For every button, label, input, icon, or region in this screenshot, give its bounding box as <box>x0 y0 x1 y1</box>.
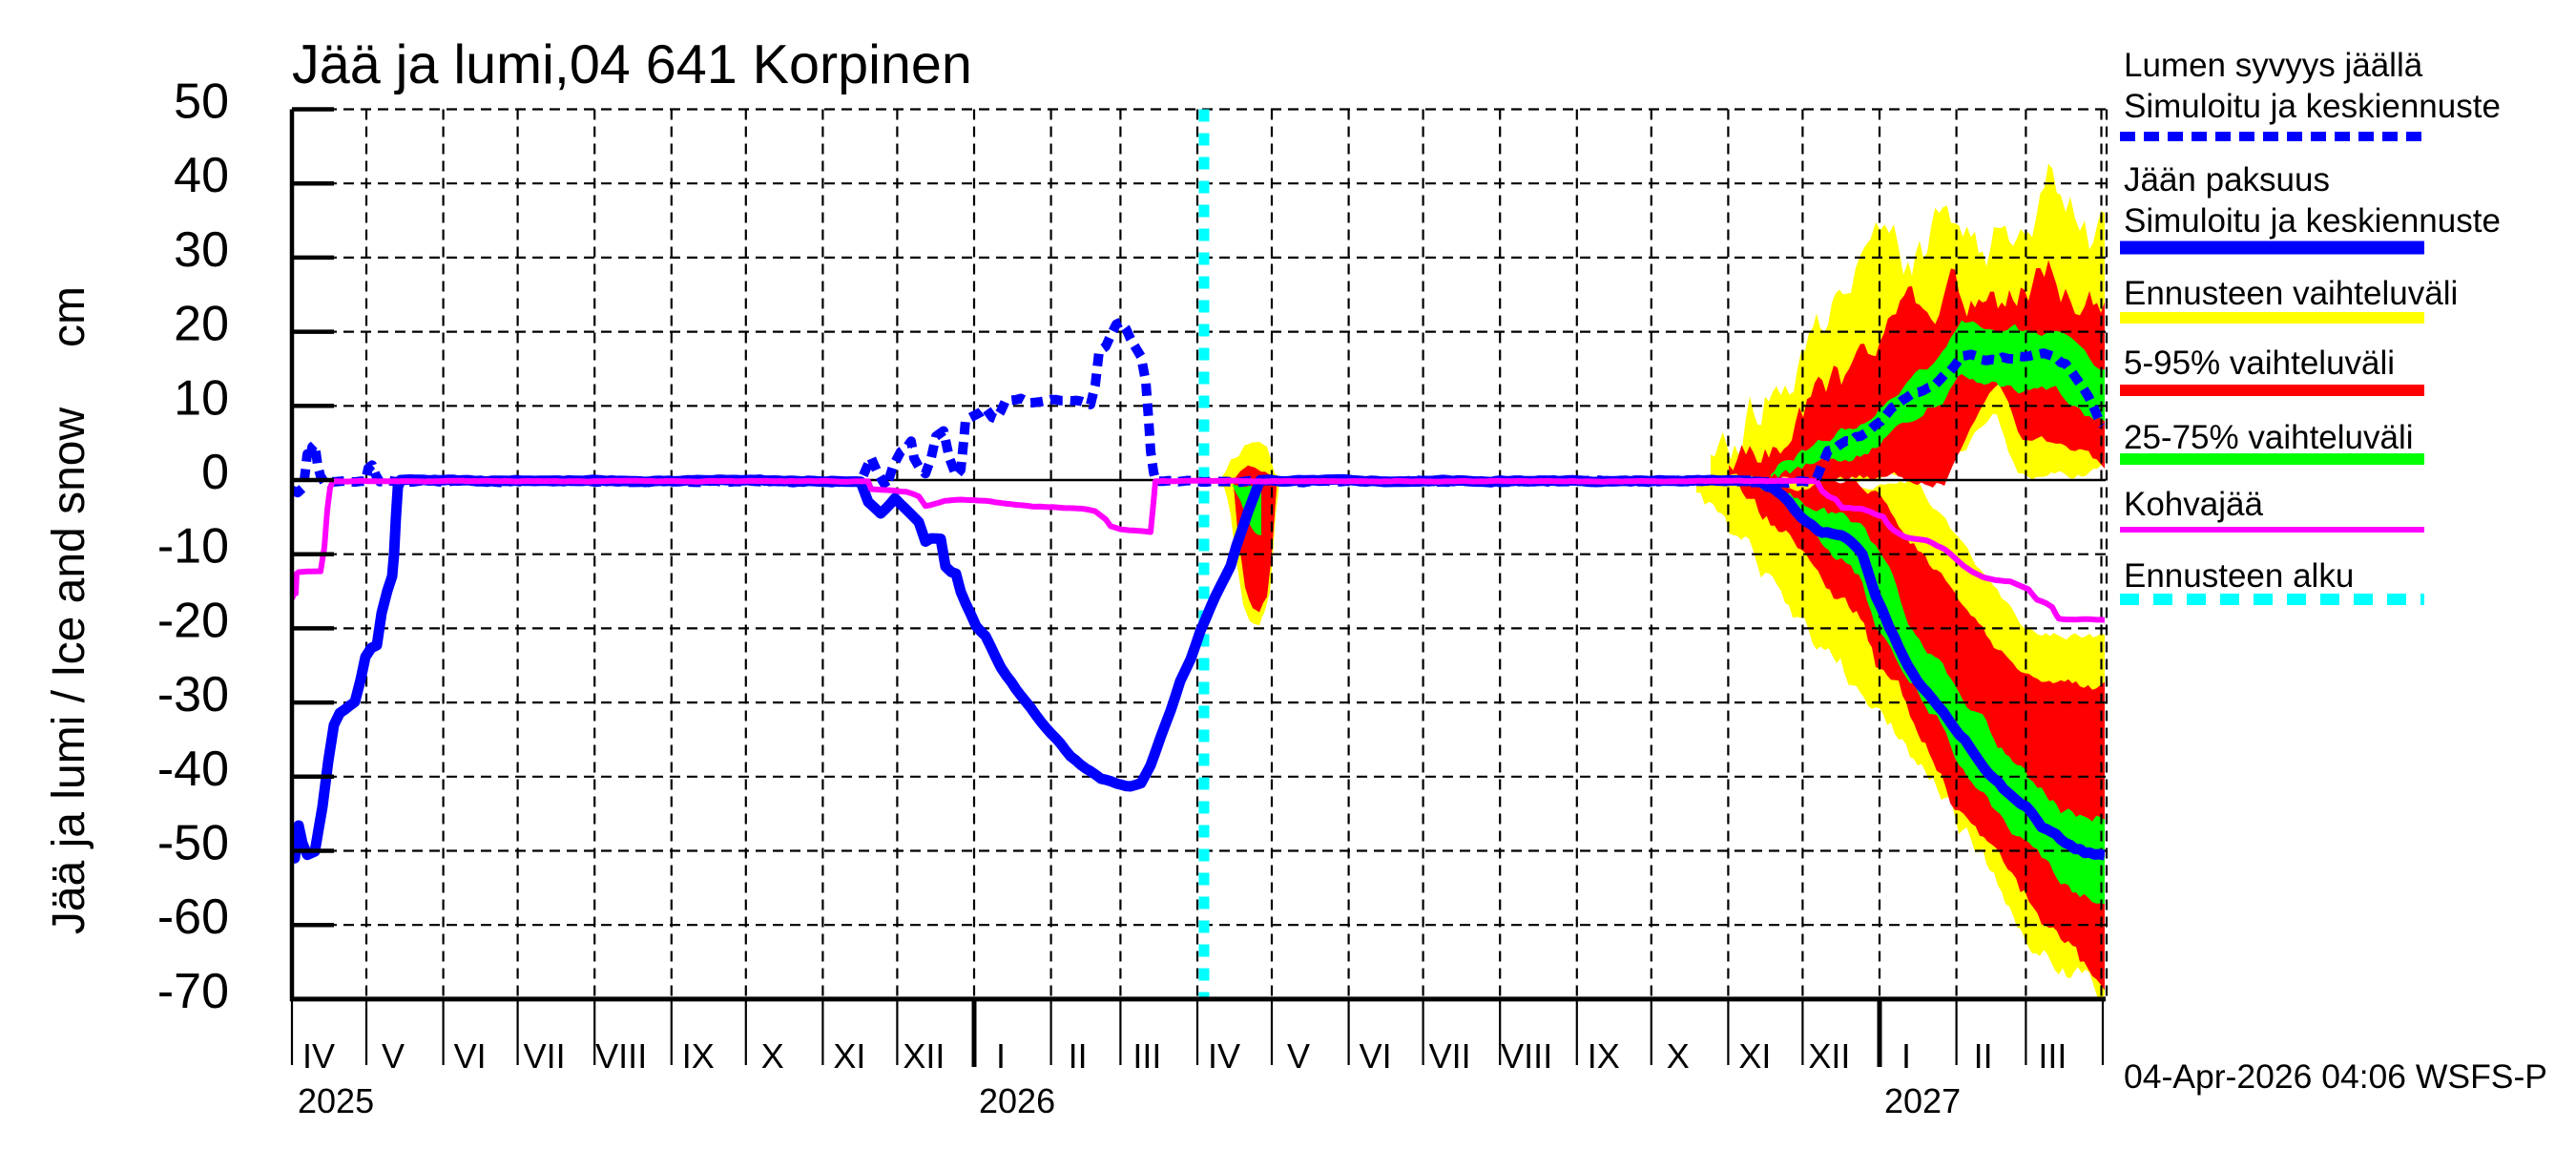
svg-text:I: I <box>1901 1036 1911 1076</box>
svg-text:VI: VI <box>1360 1036 1392 1076</box>
svg-text:II: II <box>1974 1036 1993 1076</box>
svg-text:50: 50 <box>174 74 229 130</box>
svg-text:2025: 2025 <box>298 1081 374 1120</box>
svg-text:2027: 2027 <box>1884 1081 1961 1120</box>
svg-text:VII: VII <box>524 1036 566 1076</box>
svg-text:2026: 2026 <box>979 1081 1055 1120</box>
svg-text:5-95% vaihteluväli: 5-95% vaihteluväli <box>2124 345 2395 382</box>
svg-text:Ennusteen alku: Ennusteen alku <box>2124 557 2354 595</box>
svg-text:IV: IV <box>302 1036 335 1076</box>
svg-text:-70: -70 <box>157 964 229 1019</box>
svg-text:20: 20 <box>174 297 229 352</box>
svg-text:VII: VII <box>1429 1036 1471 1076</box>
svg-text:X: X <box>1667 1036 1690 1076</box>
svg-text:10: 10 <box>174 370 229 426</box>
svg-text:IX: IX <box>682 1036 715 1076</box>
svg-text:I: I <box>996 1036 1006 1076</box>
svg-text:Ennusteen vaihteluväli: Ennusteen vaihteluväli <box>2124 275 2458 312</box>
svg-text:XI: XI <box>833 1036 865 1076</box>
svg-text:Kohvajää: Kohvajää <box>2124 486 2263 523</box>
svg-text:Jää ja lumi / Ice and snow: Jää ja lumi / Ice and snow <box>44 408 94 935</box>
svg-text:30: 30 <box>174 222 229 278</box>
svg-text:IX: IX <box>1588 1036 1620 1076</box>
svg-text:cm: cm <box>44 286 94 347</box>
svg-text:Simuloitu ja keskiennuste: Simuloitu ja keskiennuste <box>2124 88 2501 125</box>
svg-text:VIII: VIII <box>595 1036 647 1076</box>
svg-text:40: 40 <box>174 148 229 203</box>
svg-text:VIII: VIII <box>1501 1036 1552 1076</box>
svg-text:V: V <box>382 1036 405 1076</box>
svg-text:II: II <box>1069 1036 1088 1076</box>
svg-text:Jää ja lumi,04 641 Korpinen: Jää ja lumi,04 641 Korpinen <box>292 34 972 95</box>
svg-text:25-75% vaihteluväli: 25-75% vaihteluväli <box>2124 419 2414 456</box>
svg-text:Jään paksuus: Jään paksuus <box>2124 161 2330 199</box>
svg-text:X: X <box>761 1036 784 1076</box>
svg-text:III: III <box>2038 1036 2067 1076</box>
svg-text:V: V <box>1287 1036 1310 1076</box>
svg-text:XI: XI <box>1738 1036 1771 1076</box>
svg-text:-20: -20 <box>157 593 229 648</box>
svg-text:-30: -30 <box>157 667 229 722</box>
svg-text:VI: VI <box>454 1036 487 1076</box>
svg-text:IV: IV <box>1208 1036 1240 1076</box>
svg-text:Simuloitu ja keskiennuste: Simuloitu ja keskiennuste <box>2124 202 2501 240</box>
svg-text:-40: -40 <box>157 742 229 797</box>
svg-text:XII: XII <box>903 1036 945 1076</box>
svg-text:XII: XII <box>1808 1036 1850 1076</box>
svg-text:-60: -60 <box>157 889 229 945</box>
svg-text:04-Apr-2026 04:06 WSFS-P: 04-Apr-2026 04:06 WSFS-P <box>2124 1057 2547 1096</box>
svg-text:-50: -50 <box>157 816 229 871</box>
svg-text:Lumen syvyys jäällä: Lumen syvyys jäällä <box>2124 47 2423 84</box>
svg-text:0: 0 <box>201 445 229 500</box>
svg-text:III: III <box>1132 1036 1161 1076</box>
svg-text:-10: -10 <box>157 519 229 575</box>
